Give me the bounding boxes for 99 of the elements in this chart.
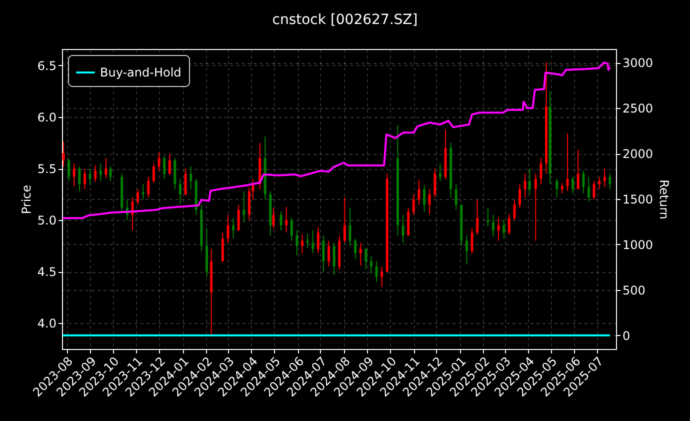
candlestick xyxy=(380,266,384,288)
candlestick xyxy=(587,176,590,202)
candlestick xyxy=(402,214,404,244)
candlestick xyxy=(312,230,314,254)
candlestick xyxy=(528,168,531,195)
candlestick xyxy=(492,214,494,238)
candlestick xyxy=(280,211,282,231)
candlestick xyxy=(364,247,368,270)
candlestick xyxy=(423,184,426,212)
candlestick xyxy=(99,162,102,182)
candlestick xyxy=(370,256,372,274)
candlestick xyxy=(72,162,76,187)
y-tick-label: 6.5 xyxy=(37,58,56,73)
y2-tick-label: 2500 xyxy=(622,102,654,116)
candlestick xyxy=(306,233,309,248)
candlestick xyxy=(285,206,288,234)
candlestick xyxy=(534,173,537,242)
candlestick xyxy=(168,154,171,176)
candlestick xyxy=(434,168,436,198)
candlestick xyxy=(226,214,230,244)
y-tick-label: 4.5 xyxy=(37,265,56,280)
candlestick xyxy=(465,235,468,265)
candlestick xyxy=(109,166,112,182)
candlestick xyxy=(68,158,70,182)
chart-title: cnstock [002627.SZ] xyxy=(272,12,418,28)
candlestick xyxy=(497,218,500,242)
candlestick xyxy=(272,207,275,229)
candlestick xyxy=(572,176,574,194)
candlestick xyxy=(359,242,362,266)
candlestick xyxy=(178,178,182,204)
candlestick xyxy=(94,164,97,182)
y2-axis-title: Return xyxy=(657,180,672,220)
y2-tick-label: 3000 xyxy=(622,56,654,70)
candlestick xyxy=(454,184,458,210)
candlestick xyxy=(142,184,144,200)
candlestick xyxy=(152,162,155,184)
candlestick xyxy=(560,182,564,194)
candlestick xyxy=(428,188,431,214)
candlestick xyxy=(418,179,420,206)
y-tick-label: 5.5 xyxy=(37,162,56,176)
y-axis-title: Price xyxy=(19,184,34,214)
y2-tick-label: 500 xyxy=(622,283,646,298)
candlestick xyxy=(158,152,160,172)
candlestick xyxy=(104,158,108,178)
candlestick xyxy=(582,170,585,194)
candlestick xyxy=(576,150,580,190)
y2-tick-label: 0 xyxy=(622,328,630,343)
candlestick xyxy=(221,232,224,262)
candlestick xyxy=(290,218,293,242)
y2-tick-label: 1000 xyxy=(622,238,654,252)
candlestick xyxy=(502,220,506,240)
candlestick xyxy=(332,242,336,276)
candlestick xyxy=(88,168,92,186)
candlestick xyxy=(147,176,150,198)
y-tick-label: 6.0 xyxy=(37,110,56,125)
candlestick xyxy=(300,234,304,254)
candlestick xyxy=(83,168,86,190)
candlestick xyxy=(524,173,526,198)
candlestick xyxy=(486,207,490,227)
candlestick xyxy=(190,166,192,190)
candlestick xyxy=(163,156,166,180)
candlestick xyxy=(174,158,176,190)
candlestick xyxy=(412,194,415,216)
candlestick xyxy=(603,168,606,188)
candlestick xyxy=(556,178,558,198)
candlestick xyxy=(328,240,330,268)
line-series xyxy=(62,62,611,220)
candlestick xyxy=(508,213,510,236)
candlestick xyxy=(470,228,474,254)
candlestick xyxy=(438,162,442,182)
candlestick xyxy=(232,218,235,240)
candlestick xyxy=(78,166,81,192)
candlestick xyxy=(296,230,298,256)
candlestick xyxy=(566,133,569,192)
candlestick xyxy=(375,260,378,282)
candlestick xyxy=(184,168,187,196)
candlestick xyxy=(518,184,521,208)
candlestick xyxy=(348,207,352,246)
candlestick xyxy=(136,188,140,206)
candlestick xyxy=(62,141,65,168)
legend-label: Buy-and-Hold xyxy=(100,66,182,80)
y-tick-label: 5.0 xyxy=(37,214,56,228)
y2-tick-label: 2000 xyxy=(622,147,654,162)
candlestick xyxy=(540,158,542,185)
y2-tick-label: 1500 xyxy=(622,192,654,206)
candlestick xyxy=(242,190,246,223)
candlestick xyxy=(513,199,516,221)
candlestick xyxy=(237,204,240,231)
candlestick xyxy=(248,186,250,221)
candlestick xyxy=(598,176,601,190)
candlestick xyxy=(322,235,325,272)
candlestick xyxy=(354,238,357,260)
candlestick xyxy=(476,199,479,236)
candlestick xyxy=(608,173,612,190)
candlestick xyxy=(343,196,346,244)
candlestick xyxy=(592,180,596,200)
candlestick xyxy=(407,207,410,236)
y-tick-label: 4.0 xyxy=(37,316,56,331)
candlestick xyxy=(316,226,320,254)
